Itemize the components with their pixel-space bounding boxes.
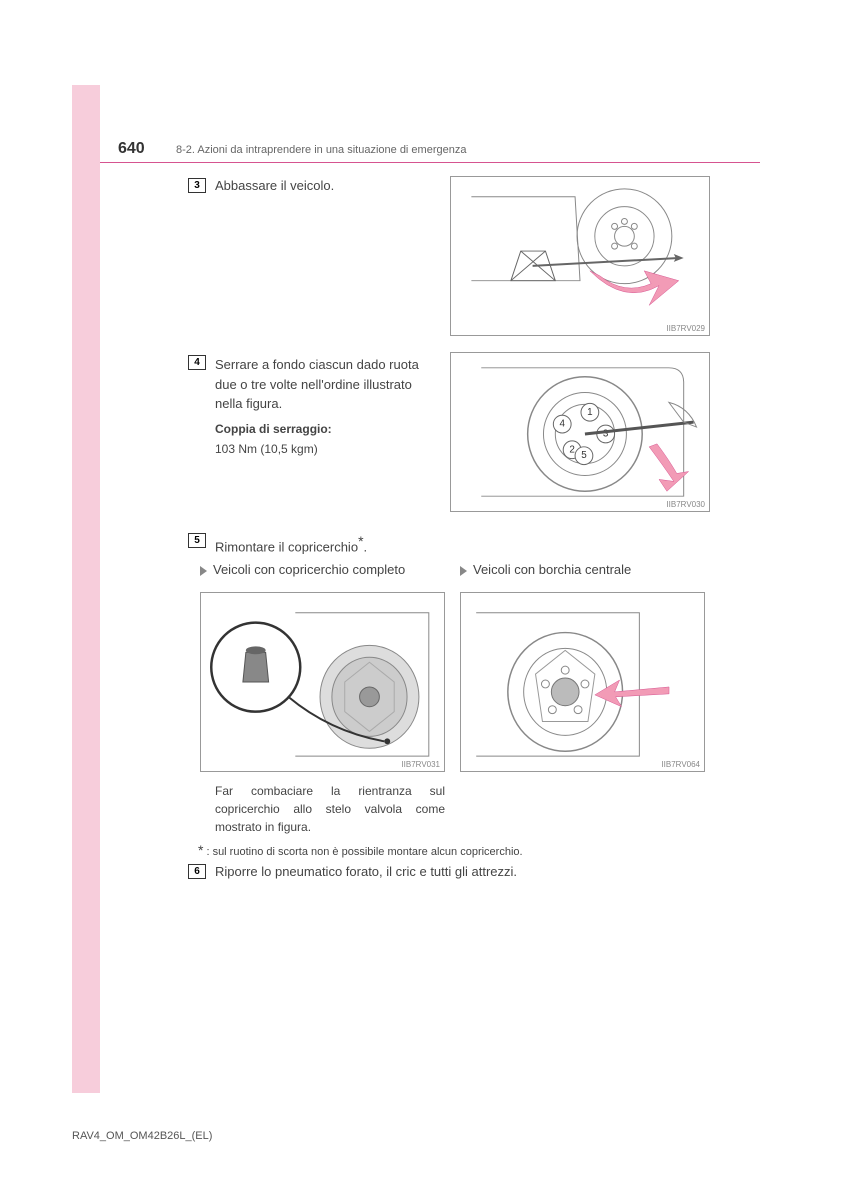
header-divider — [100, 162, 760, 163]
triangle-icon — [200, 566, 207, 576]
subhead-left-text: Veicoli con copricerchio completo — [213, 562, 405, 577]
nut-4: 4 — [559, 419, 565, 430]
footnote-text: : sul ruotino di scorta non è possibile … — [206, 846, 522, 858]
step-4-instruction: Serrare a fondo ciascun dado ruota due o… — [215, 355, 425, 414]
step-number-6: 6 — [188, 864, 206, 879]
step-number-4: 4 — [188, 355, 206, 370]
section-sidebar — [72, 85, 100, 1093]
jack-diagram-icon — [451, 177, 709, 335]
nut-1: 1 — [587, 407, 592, 418]
period: . — [364, 539, 368, 554]
footnote-marker: * — [198, 842, 203, 858]
step-5-instruction: Rimontare il copricerchio — [215, 539, 358, 554]
figure-lower-vehicle: IIB7RV029 — [450, 176, 710, 336]
figure-label: IIB7RV031 — [401, 760, 440, 769]
figure-label: IIB7RV029 — [666, 324, 705, 333]
nut-2: 2 — [569, 444, 574, 455]
footer-doc-code: RAV4_OM_OM42B26L_(EL) — [72, 1130, 212, 1142]
step-number-3: 3 — [188, 178, 206, 193]
figure-label: IIB7RV030 — [666, 500, 705, 509]
step-5-text: Rimontare il copricerchio*. — [215, 533, 367, 554]
nut-5: 5 — [581, 450, 587, 461]
triangle-icon — [460, 566, 467, 576]
footnote: *: sul ruotino di scorta non è possibile… — [198, 842, 523, 858]
figure-wheel-cover: IIB7RV031 — [200, 592, 445, 772]
section-header: 8-2. Azioni da intraprendere in una situ… — [176, 144, 466, 156]
wheelcover-diagram-icon — [201, 593, 444, 771]
step-3-text: Abbassare il veicolo. — [215, 178, 334, 193]
subhead-full-cover: Veicoli con copricerchio completo — [200, 562, 405, 577]
step-number-5: 5 — [188, 533, 206, 548]
torque-value: 103 Nm (10,5 kgm) — [215, 440, 425, 458]
figure-center-cap: IIB7RV064 — [460, 592, 705, 772]
figure-caption: Far combaciare la rientranza sul coprice… — [215, 782, 445, 836]
subhead-center-cap: Veicoli con borchia centrale — [460, 562, 631, 577]
centercap-diagram-icon — [461, 593, 704, 771]
lugnut-diagram-icon: 1 2 3 4 5 — [451, 353, 709, 511]
step-4-text: Serrare a fondo ciascun dado ruota due o… — [215, 355, 425, 458]
torque-label: Coppia di serraggio: — [215, 420, 425, 438]
page-number: 640 — [118, 140, 145, 158]
figure-label: IIB7RV064 — [661, 760, 700, 769]
subhead-right-text: Veicoli con borchia centrale — [473, 562, 631, 577]
figure-tighten-nuts: 1 2 3 4 5 IIB7RV030 — [450, 352, 710, 512]
step-6-text: Riporre lo pneumatico forato, il cric e … — [215, 864, 517, 879]
